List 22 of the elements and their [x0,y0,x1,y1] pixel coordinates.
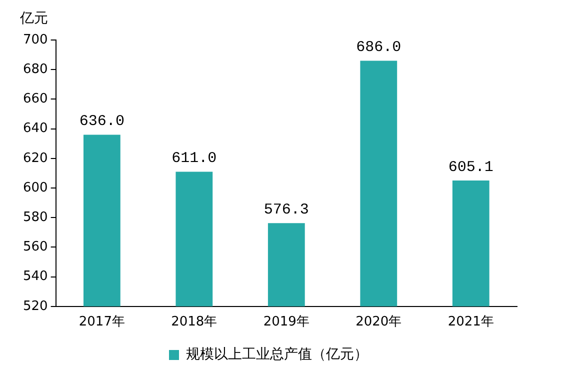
y-tick-label: 600 [22,180,48,196]
data-label: 686.0 [356,39,402,56]
y-tick-label: 520 [22,298,48,314]
x-tick-label: 2018年 [171,314,218,330]
legend-label: 规模以上工业总产值（亿元） [186,346,368,363]
y-tick-label: 660 [22,92,48,107]
y-tick-label: 700 [22,32,48,48]
y-tick-label: 560 [22,240,48,255]
y-axis-title: 亿元 [19,10,48,27]
x-tick-label: 2020年 [356,314,402,330]
x-tick-label: 2021年 [448,314,494,330]
y-tick-label: 580 [22,210,48,225]
y-tick-label: 680 [22,62,48,77]
data-label: 605.1 [448,158,494,176]
y-tick-label: 540 [22,269,48,284]
data-label: 636.0 [79,113,124,130]
y-tick-label: 640 [22,121,48,136]
data-label: 576.3 [264,202,309,219]
data-label: 611.0 [172,150,217,168]
y-tick-label: 620 [22,150,48,166]
x-tick-label: 2019年 [263,314,310,330]
x-tick-label: 2017年 [78,314,125,330]
